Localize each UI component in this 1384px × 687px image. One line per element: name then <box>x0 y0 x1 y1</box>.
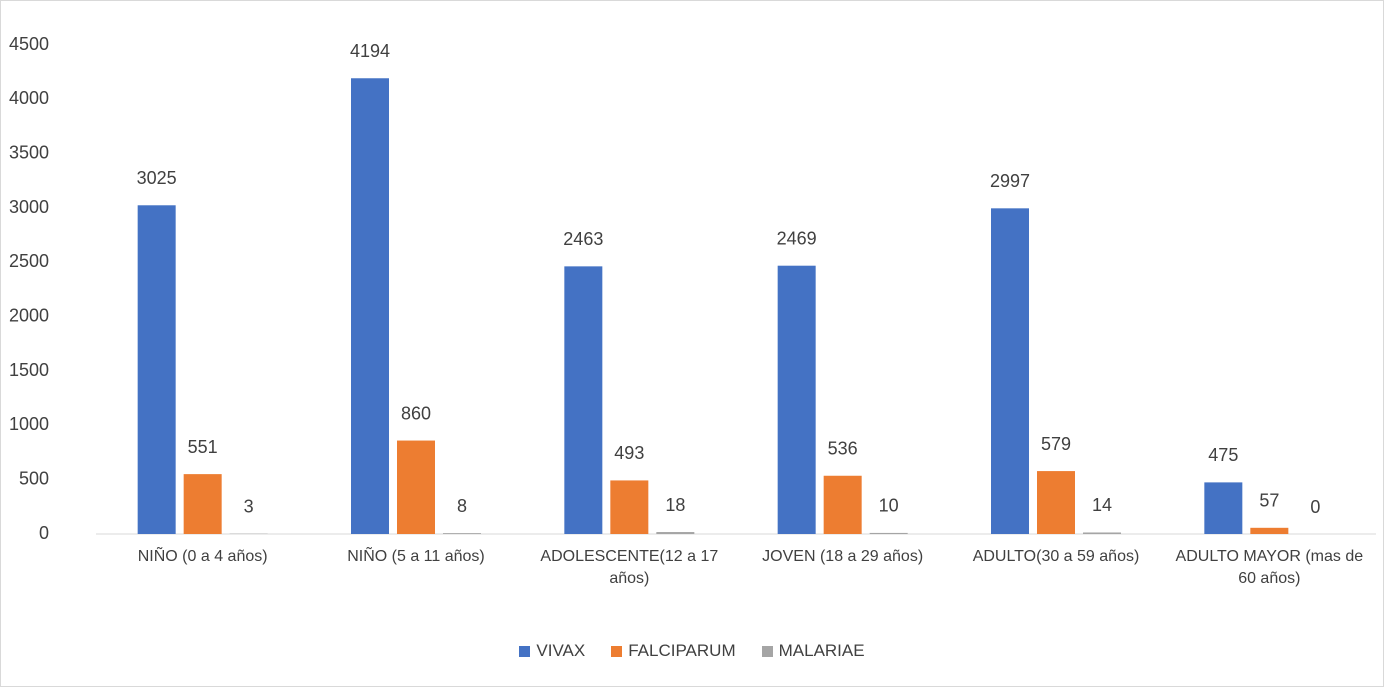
y-tick-label: 500 <box>19 468 49 488</box>
legend-label: FALCIPARUM <box>628 641 736 660</box>
legend-item: VIVAX <box>519 641 585 661</box>
bar <box>137 205 176 535</box>
data-label: 3025 <box>137 168 177 188</box>
data-label: 475 <box>1208 445 1238 465</box>
y-tick-label: 4500 <box>9 34 49 54</box>
y-tick-label: 4000 <box>9 88 49 108</box>
y-tick-label: 3000 <box>9 197 49 217</box>
data-label: 3 <box>244 496 254 516</box>
y-tick-label: 0 <box>39 523 49 543</box>
legend-swatch <box>519 645 531 657</box>
data-label: 2463 <box>563 229 603 249</box>
legend-item: MALARIAE <box>761 641 865 661</box>
data-label: 18 <box>665 495 685 515</box>
bar <box>1204 482 1243 534</box>
x-tick-label: NIÑO (0 a 4 años) <box>137 548 268 565</box>
bar <box>610 480 649 534</box>
legend-item: FALCIPARUM <box>611 641 736 661</box>
bar <box>991 208 1029 535</box>
data-label: 2469 <box>777 228 817 248</box>
y-tick-label: 2500 <box>9 251 49 271</box>
bar <box>777 265 816 534</box>
x-tick-label: JOVEN (18 a 29 años) <box>762 548 924 565</box>
bar <box>869 532 908 534</box>
legend: VIVAX FALCIPARUM MALARIAE <box>1 641 1383 661</box>
data-label: 10 <box>879 496 899 516</box>
data-label: 2997 <box>990 171 1030 191</box>
data-label: 551 <box>188 437 218 457</box>
bar <box>397 440 435 534</box>
x-tick-label: NIÑO (5 a 11 años) <box>347 548 485 565</box>
bar <box>823 475 862 534</box>
x-tick-label: ADULTO(30 a 59 años) <box>972 548 1140 565</box>
legend-label: MALARIAE <box>778 641 865 660</box>
data-label: 536 <box>828 439 858 459</box>
bar <box>1083 532 1121 534</box>
y-tick-label: 3500 <box>9 142 49 162</box>
data-label: 0 <box>1310 497 1320 517</box>
legend-swatch <box>611 645 623 657</box>
bar <box>1037 471 1075 534</box>
bar <box>351 78 389 534</box>
bar <box>656 532 695 534</box>
bar <box>183 474 222 534</box>
data-label: 14 <box>1092 495 1112 515</box>
data-label: 860 <box>401 403 431 423</box>
data-label: 8 <box>457 496 467 516</box>
y-tick-label: 2000 <box>9 305 49 325</box>
bar <box>1250 527 1289 534</box>
legend-label: VIVAX <box>536 641 586 660</box>
x-tick-label: ADULTO MAYOR (mas de 60 años) <box>1175 548 1364 587</box>
y-tick-label: 1500 <box>9 360 49 380</box>
bar <box>564 266 603 534</box>
x-tick-label: ADOLESCENTE(12 a 17 años) <box>540 548 719 587</box>
data-label: 579 <box>1041 434 1071 454</box>
bar <box>443 533 481 534</box>
data-label: 57 <box>1259 491 1279 511</box>
legend-swatch <box>761 645 773 657</box>
data-label: 4194 <box>350 41 390 61</box>
y-tick-label: 1000 <box>9 414 49 434</box>
data-label: 493 <box>614 443 644 463</box>
